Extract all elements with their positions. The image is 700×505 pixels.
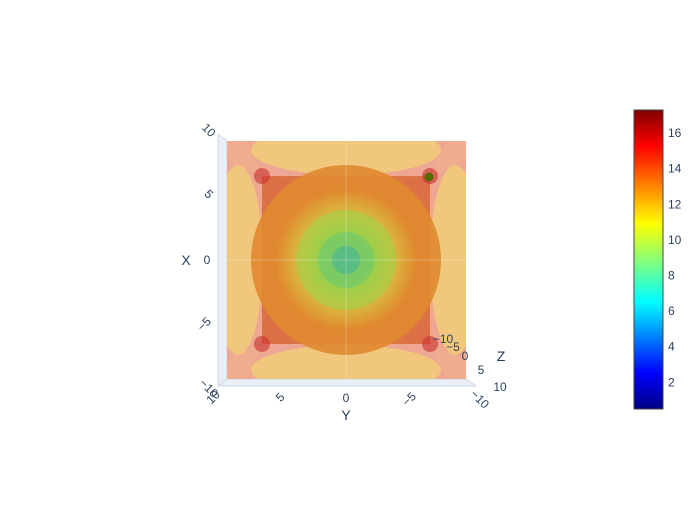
colorbar-ticks: 2 4 6 8 10 12 14 16 xyxy=(668,126,682,389)
colorbar-tick-label: 10 xyxy=(668,233,682,247)
colorbar-gradient xyxy=(633,109,664,410)
x-tick-label: 10 xyxy=(199,120,219,140)
colorbar-tick-label: 12 xyxy=(668,197,682,211)
colorbar-tick-label: 4 xyxy=(668,340,675,354)
y-tick-label: 0 xyxy=(343,391,350,405)
z-tick-label: −10 xyxy=(433,332,454,346)
y-tick-label: −5 xyxy=(399,389,419,409)
z-tick-label: −5 xyxy=(446,340,460,354)
y-tick-label: −10 xyxy=(468,387,493,412)
colorbar-tick-label: 2 xyxy=(668,375,675,389)
colorbar-tick-label: 16 xyxy=(668,126,682,140)
colorbar-tick-label: 8 xyxy=(668,269,675,283)
y-axis-ticks: 10 5 0 −5 −10 Y xyxy=(203,387,492,423)
x-tick-label: 0 xyxy=(204,253,211,267)
y-axis-title: Y xyxy=(341,407,351,423)
x-axis-ticks: 10 5 0 −5 −10 X xyxy=(181,120,221,400)
z-axis-ticks: −10 −5 0 5 10 Z xyxy=(433,332,507,394)
marker-point[interactable] xyxy=(424,172,434,182)
colorbar-tick-label: 14 xyxy=(668,162,682,176)
volume-surface[interactable] xyxy=(182,96,511,424)
z-tick-label: 0 xyxy=(462,349,469,363)
x-tick-label: −5 xyxy=(194,314,214,334)
z-tick-label: 5 xyxy=(478,363,485,377)
colorbar[interactable]: 2 4 6 8 10 12 14 16 xyxy=(633,109,682,410)
y-tick-label: 5 xyxy=(273,390,288,405)
colorbar-tick-label: 6 xyxy=(668,304,675,318)
x-axis-title: X xyxy=(181,252,191,268)
z-tick-label: 10 xyxy=(493,380,507,394)
x-tick-label: 5 xyxy=(202,187,217,202)
z-axis-title: Z xyxy=(497,348,506,364)
